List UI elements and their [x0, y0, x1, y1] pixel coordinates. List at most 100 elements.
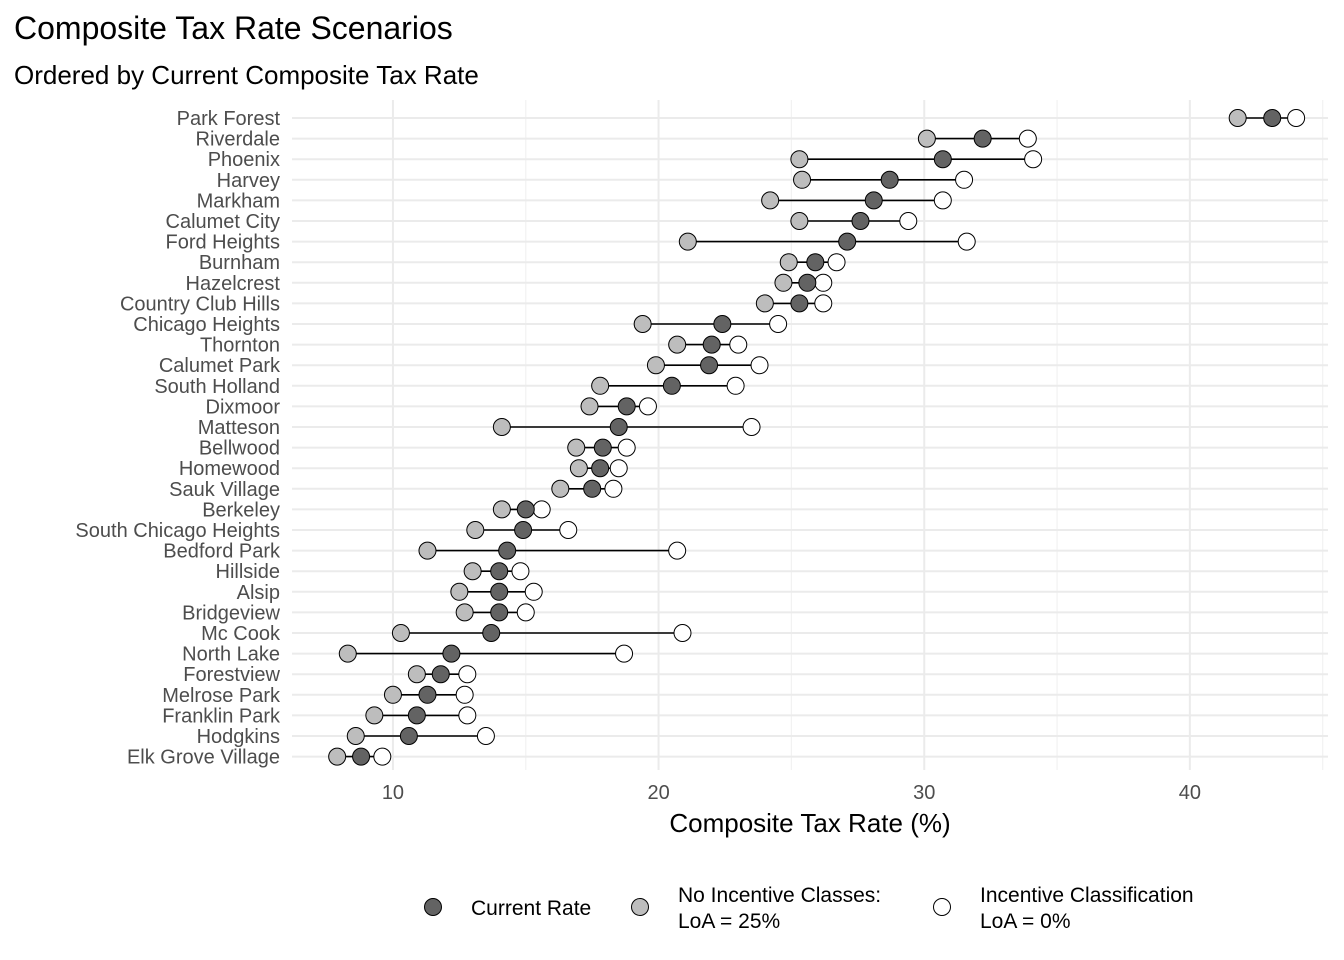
y-tick-label: Chicago Heights [133, 314, 280, 336]
y-tick-label: Elk Grove Village [127, 747, 280, 769]
point-current [490, 582, 509, 601]
point-incentive [638, 397, 657, 416]
legend-key [631, 898, 649, 916]
point-current [798, 273, 817, 292]
y-tick-label: Alsip [237, 582, 280, 604]
point-current [617, 397, 636, 416]
y-tick-label: Calumet City [166, 211, 280, 233]
point-incentive [373, 747, 392, 766]
point-incentive [673, 624, 692, 642]
point-no-incentive [463, 562, 482, 581]
y-tick-label: Markham [197, 190, 280, 212]
point-incentive [455, 685, 474, 704]
point-current [838, 232, 857, 251]
chart-title: Composite Tax Rate Scenarios [14, 10, 453, 46]
point-incentive [814, 294, 833, 313]
point-no-incentive [391, 624, 410, 642]
x-tick-label: 40 [1179, 782, 1201, 804]
point-incentive [933, 191, 952, 210]
point-incentive [615, 644, 634, 663]
point-current [713, 315, 732, 333]
point-incentive [814, 273, 833, 292]
point-no-incentive [492, 418, 511, 436]
y-tick-label: Bridgeview [182, 602, 280, 624]
legend-label: Incentive Classification [980, 884, 1194, 907]
point-current [851, 212, 870, 230]
point-no-incentive [779, 253, 798, 272]
point-no-incentive [774, 273, 793, 292]
point-incentive [604, 479, 623, 498]
point-current [399, 727, 418, 745]
point-incentive [729, 335, 748, 354]
point-no-incentive [407, 665, 426, 684]
y-tick-label: Hillside [216, 561, 280, 583]
point-current [880, 170, 899, 189]
point-no-incentive [646, 356, 665, 375]
range-segments [337, 117, 1297, 758]
x-tick-label: 30 [913, 782, 935, 804]
point-no-incentive [551, 479, 570, 498]
point-current [591, 459, 610, 478]
y-tick-label: Matteson [198, 417, 280, 439]
point-current [498, 541, 517, 560]
point-current [418, 685, 437, 704]
legend-label: No Incentive Classes: [678, 884, 881, 907]
y-tick-label: North Lake [182, 644, 280, 666]
point-no-incentive [591, 376, 610, 395]
y-tick-label: Park Forest [177, 108, 281, 130]
legend: Current Rate No Incentive Classes: LoA = 2… [424, 884, 1194, 933]
legend-key [424, 898, 442, 916]
y-tick-label: Calumet Park [159, 355, 281, 377]
x-tick-label: 10 [382, 782, 404, 804]
y-tick-label: Hodgkins [197, 726, 280, 748]
point-incentive [458, 706, 477, 725]
x-axis-ticks: 10 20 30 40 [382, 782, 1201, 804]
point-current [593, 438, 612, 457]
point-incentive [511, 562, 530, 581]
point-current [973, 129, 992, 148]
data-points [328, 109, 1306, 766]
point-incentive [1287, 109, 1306, 127]
y-tick-label: South Chicago Heights [75, 520, 280, 542]
point-no-incentive [338, 644, 357, 663]
point-no-incentive [569, 459, 588, 478]
y-tick-label: Homewood [179, 458, 280, 480]
y-tick-label: Berkeley [202, 499, 280, 521]
y-tick-label: Melrose Park [162, 685, 281, 707]
y-tick-label: Mc Cook [201, 623, 281, 645]
point-current [1263, 109, 1282, 127]
y-tick-label: Ford Heights [166, 232, 281, 254]
point-incentive [957, 232, 976, 251]
point-no-incentive [455, 603, 474, 622]
point-current [700, 356, 719, 375]
point-no-incentive [383, 685, 402, 704]
point-no-incentive [365, 706, 384, 725]
y-tick-label: Bedford Park [163, 541, 281, 563]
y-tick-label: Riverdale [196, 129, 280, 151]
point-incentive [668, 541, 687, 560]
point-no-incentive [790, 150, 809, 169]
point-incentive [1024, 150, 1043, 169]
point-no-incentive [755, 294, 774, 313]
point-no-incentive [793, 170, 812, 189]
chart-subtitle: Ordered by Current Composite Tax Rate [14, 60, 479, 90]
point-current [442, 644, 461, 663]
point-incentive [476, 727, 495, 745]
y-axis-ticks: Park ForestRiverdalePhoenixHarveyMarkham… [75, 108, 281, 769]
y-tick-label: Dixmoor [206, 396, 281, 418]
point-incentive [899, 212, 918, 230]
point-incentive [609, 459, 628, 478]
point-no-incentive [761, 191, 780, 210]
point-incentive [617, 438, 636, 457]
y-tick-label: Hazelcrest [186, 273, 281, 295]
point-current [352, 747, 371, 766]
point-incentive [769, 315, 788, 333]
y-tick-label: Harvey [217, 170, 280, 192]
point-no-incentive [450, 582, 469, 601]
point-incentive [516, 603, 535, 622]
point-no-incentive [678, 232, 697, 251]
point-current [514, 521, 533, 539]
point-incentive [742, 418, 761, 436]
point-no-incentive [346, 727, 365, 745]
point-incentive [532, 500, 551, 519]
